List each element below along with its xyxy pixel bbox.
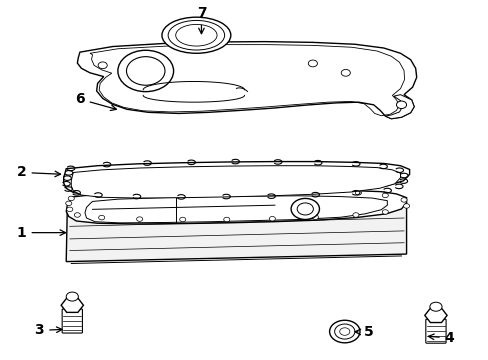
Circle shape [339,328,349,335]
Circle shape [403,204,409,208]
Circle shape [334,324,354,339]
Circle shape [308,60,317,67]
Circle shape [68,196,74,201]
Circle shape [126,57,164,85]
Circle shape [297,203,313,215]
Polygon shape [85,196,386,223]
Circle shape [179,217,185,222]
Circle shape [236,188,242,192]
Circle shape [269,216,275,221]
Ellipse shape [162,17,230,53]
Circle shape [400,198,406,202]
Circle shape [118,50,173,92]
Polygon shape [77,42,416,119]
Text: 1: 1 [17,226,65,240]
Circle shape [277,188,284,193]
Polygon shape [66,203,406,262]
Text: 7: 7 [196,6,206,34]
Circle shape [109,191,116,195]
FancyBboxPatch shape [425,319,445,343]
Circle shape [193,189,199,193]
Polygon shape [71,166,400,198]
Circle shape [382,193,387,198]
Polygon shape [66,190,406,224]
Ellipse shape [175,24,217,46]
Circle shape [352,213,358,217]
Circle shape [74,213,80,217]
Circle shape [224,217,229,222]
Circle shape [150,189,156,194]
Circle shape [290,198,319,220]
Text: 6: 6 [75,92,116,111]
Circle shape [65,201,72,206]
Text: 3: 3 [35,323,62,337]
Ellipse shape [168,21,224,50]
Circle shape [382,210,387,214]
Text: 5: 5 [354,325,373,339]
Circle shape [312,215,318,220]
Circle shape [341,69,349,76]
Polygon shape [63,162,409,196]
Circle shape [98,62,107,69]
Circle shape [355,190,361,195]
Circle shape [99,215,104,220]
Circle shape [429,302,441,311]
Circle shape [396,101,406,109]
Polygon shape [385,95,413,119]
Text: 4: 4 [427,331,453,345]
Circle shape [136,217,142,221]
FancyBboxPatch shape [62,309,82,333]
Circle shape [66,292,78,301]
Circle shape [329,320,359,343]
Circle shape [317,189,323,194]
Text: 2: 2 [17,166,61,180]
Circle shape [66,207,73,212]
